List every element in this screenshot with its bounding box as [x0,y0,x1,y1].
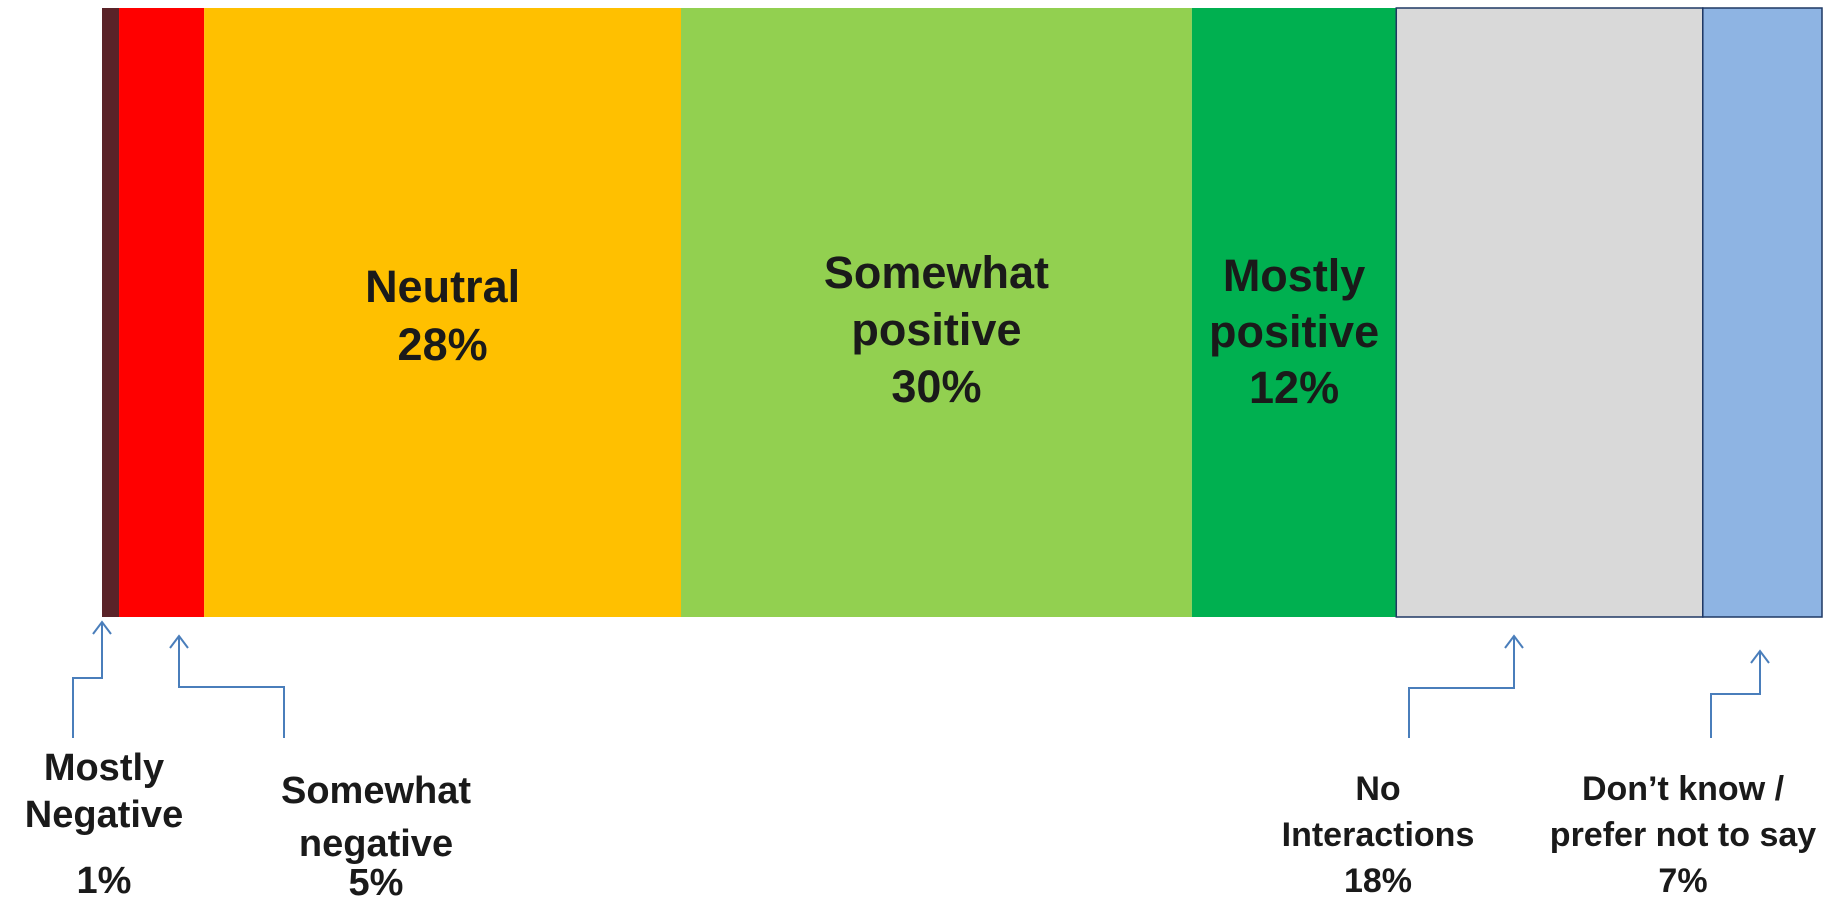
segment-label-dont-know: Don’t know / prefer not to say 7% [1550,770,1816,900]
segment-label-mostly-negative: Mostly Negative 1% [25,747,183,902]
inside-labels: Neutral 28% Somewhat positive 30% Mostly posit… [365,247,1379,413]
segment-label-somewhat-positive: Somewhat positive 30% [824,247,1049,412]
segment-label-mostly-positive: Mostly positive 12% [1209,250,1379,413]
arrow-up-icon [169,634,189,649]
label-connectors [72,620,1770,738]
bar-segment-neutral [204,8,682,617]
arrow-up-icon [92,620,112,635]
segment-label-neutral: Neutral 28% [365,261,520,370]
bar-segments [102,7,1823,618]
bar-segment-mostly-positive [1191,8,1397,617]
connector-no-interactions [1408,636,1515,738]
arrow-up-icon [1750,649,1770,664]
bar-segment-somewhat-negative [119,8,205,617]
bar-segment-no-interactions [1395,7,1704,618]
connector-dont-know [1710,651,1761,738]
segment-label-no-interactions: No Interactions 18% [1282,770,1475,900]
bar-segment-dont-know [1702,7,1823,618]
outside-labels: Mostly Negative 1% Somewhat negative 5% No Inte… [25,747,1816,904]
bar-segment-mostly-negative [102,8,120,617]
arrow-up-icon [1504,634,1524,649]
connector-mostly-negative [72,622,103,738]
bar-segment-somewhat-positive [681,8,1192,617]
connector-somewhat-negative [178,636,285,738]
segment-label-somewhat-negative: Somewhat negative 5% [281,770,471,904]
